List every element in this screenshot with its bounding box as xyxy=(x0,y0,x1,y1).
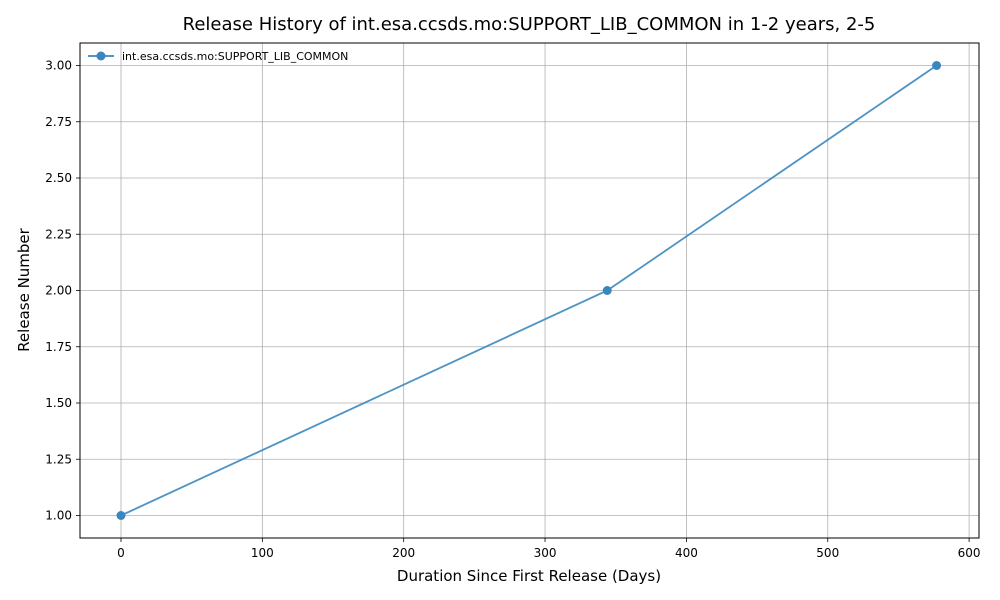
legend-marker-swatch xyxy=(96,51,106,61)
data-point xyxy=(602,286,612,295)
chart-title: Release History of int.esa.ccsds.mo:SUPP… xyxy=(183,14,876,35)
data-point xyxy=(932,61,942,70)
y-tick-label: 1.00 xyxy=(45,509,72,523)
y-tick-label: 2.75 xyxy=(45,115,72,129)
y-axis-label: Release Number xyxy=(15,227,33,351)
x-tick-label: 300 xyxy=(534,546,557,560)
x-tick-label: 400 xyxy=(675,546,698,560)
grid xyxy=(80,43,979,538)
x-tick-label: 200 xyxy=(392,546,415,560)
x-axis-label: Duration Since First Release (Days) xyxy=(397,567,661,585)
y-tick-label: 1.75 xyxy=(45,340,72,354)
x-tick-label: 100 xyxy=(251,546,274,560)
legend: int.esa.ccsds.mo:SUPPORT_LIB_COMMON xyxy=(88,50,348,63)
y-tick-label: 1.50 xyxy=(45,396,72,410)
series-layer xyxy=(116,61,942,520)
x-axis: 0 100 200 300 400 500 600 xyxy=(117,538,981,560)
x-tick-label: 500 xyxy=(816,546,839,560)
x-tick-label: 0 xyxy=(117,546,125,560)
y-tick-label: 1.25 xyxy=(45,452,72,466)
legend-label: int.esa.ccsds.mo:SUPPORT_LIB_COMMON xyxy=(122,50,348,63)
y-axis: 1.00 1.25 1.50 1.75 2.00 2.25 2.50 2.75 3.00 xyxy=(45,59,80,523)
y-tick-label: 2.25 xyxy=(45,227,72,241)
x-tick-label: 600 xyxy=(958,546,981,560)
data-point xyxy=(116,511,126,520)
y-tick-label: 2.50 xyxy=(45,171,72,185)
y-tick-label: 3.00 xyxy=(45,59,72,73)
y-tick-label: 2.00 xyxy=(45,284,72,298)
